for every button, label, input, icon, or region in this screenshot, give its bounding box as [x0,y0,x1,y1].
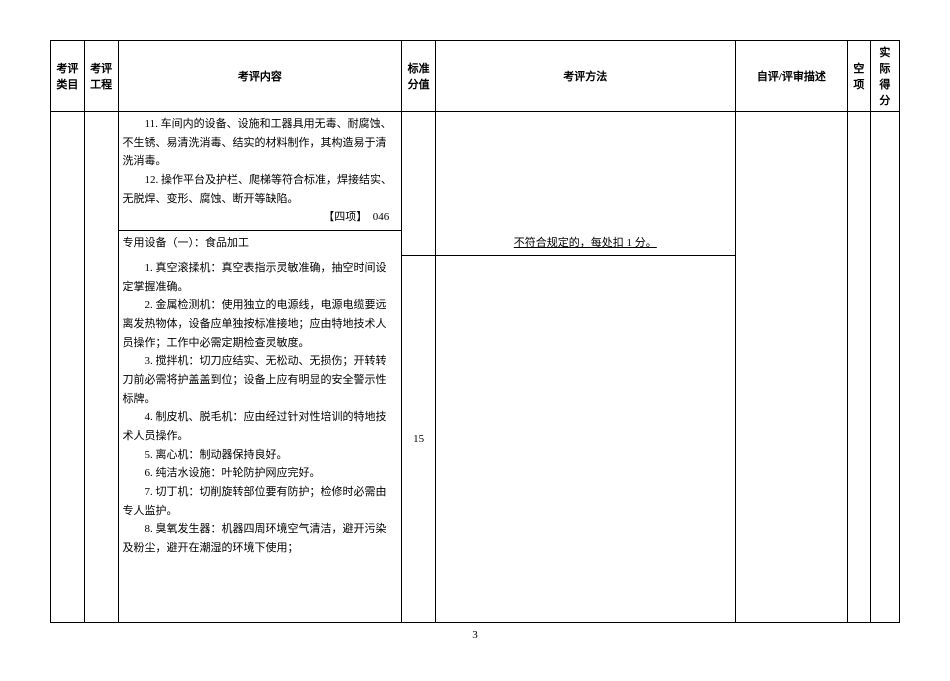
content-tag: 【四项】 046 [123,208,398,227]
header-actual-score: 实际得分 [870,41,899,112]
content-row2-p3: 3. 搅拌机：切刀应结实、无松动、无损伤；开转转刀前必需将护盖盖到位；设备上应有… [123,352,398,408]
cell-actual-score [870,112,899,623]
cell-method-row2 [436,256,736,623]
section-title: 专用设备（一）：食品加工 [123,237,250,249]
content-row2-p7: 7. 切丁机：切削旋转部位要有防护；检修时必需由专人监护。 [123,483,398,520]
cell-category [51,112,85,623]
header-category: 考评类目 [51,41,85,112]
cell-standard-row1 [402,112,436,256]
content-row2-p1: 1. 真空滚揉机：真空表指示灵敏准确，抽空时间设定掌握准确。 [123,259,398,296]
cell-project [84,112,118,623]
cell-content-row1: 11. 车间内的设备、设施和工器具用无毒、耐腐蚀、不生锈、易清洗消毒、结实的材料… [118,112,402,231]
cell-method-row1: 不符合规定的，每处扣 1 分。 [436,112,736,256]
cell-self-review [735,112,848,623]
cell-empty [848,112,871,623]
method-text-row1: 不符合规定的，每处扣 1 分。 [440,234,731,253]
header-self-review: 自评/评审描述 [735,41,848,112]
header-method: 考评方法 [436,41,736,112]
header-empty: 空项 [848,41,871,112]
content-row2-p8: 8. 臭氧发生器：机器四周环境空气清洁，避开污染及粉尘，避开在潮湿的环境下使用； [123,520,398,557]
header-standard: 标准分值 [402,41,436,112]
cell-section-header: 专用设备（一）：食品加工 [118,231,402,256]
page-number: 3 [50,629,900,641]
cell-content-row2: 1. 真空滚揉机：真空表指示灵敏准确，抽空时间设定掌握准确。 2. 金属检测机：… [118,256,402,623]
cell-standard-row2: 15 [402,256,436,623]
header-content: 考评内容 [118,41,402,112]
content-row2-p2: 2. 金属检测机：使用独立的电源线，电源电缆要远离发热物体，设备应单独按标准接地… [123,296,398,352]
header-project: 考评工程 [84,41,118,112]
content-p11: 11. 车间内的设备、设施和工器具用无毒、耐腐蚀、不生锈、易清洗消毒、结实的材料… [123,115,398,171]
content-row2-p4: 4. 制皮机、脱毛机：应由经过针对性培训的特地技术人员操作。 [123,408,398,445]
content-p12: 12. 操作平台及护栏、爬梯等符合标准，焊接结实、无脱焊、变形、腐蚀、断开等缺陷… [123,171,398,208]
content-row2-p5: 5. 离心机：制动器保持良好。 [123,446,398,465]
content-row2-p6: 6. 纯洁水设施：叶轮防护网应完好。 [123,464,398,483]
